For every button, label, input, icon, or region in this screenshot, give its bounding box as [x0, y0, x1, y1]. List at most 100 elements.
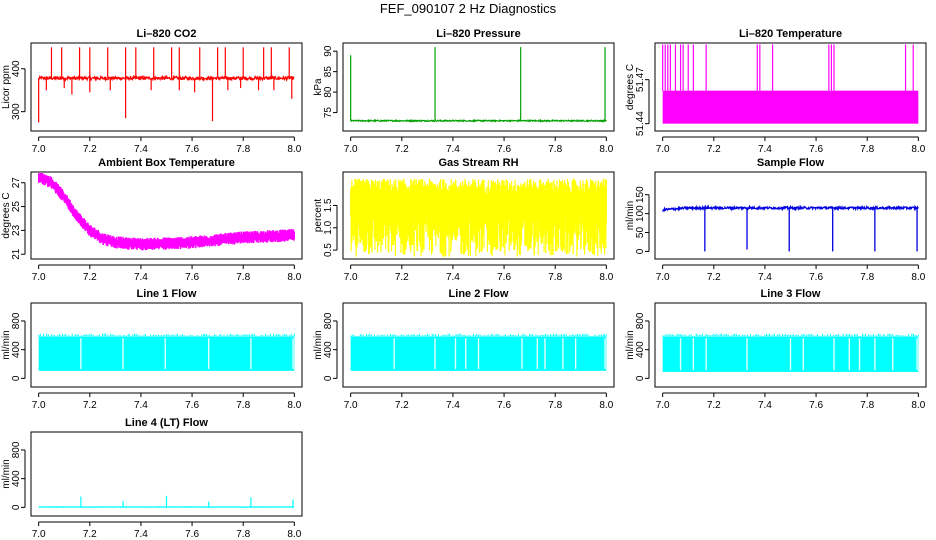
x-tick-label: 7.6	[185, 272, 199, 283]
series-jitter	[38, 333, 295, 337]
y-tick-label: 27	[11, 177, 22, 189]
y-tick-label: 90	[323, 45, 334, 57]
y-tick-label: 400	[11, 470, 22, 487]
plot-frame	[654, 42, 927, 132]
y-tick-label: 25	[11, 201, 22, 213]
plot-frame	[342, 42, 615, 132]
chart-title: Line 4 (LT) Flow	[125, 417, 208, 429]
x-tick-label: 7.4	[446, 400, 460, 411]
y-tick-label: 800	[11, 441, 22, 458]
x-tick-label: 7.4	[134, 144, 148, 155]
chart-title: Li–820 CO2	[137, 28, 197, 40]
page-title: FEF_090107 2 Hz Diagnostics	[379, 1, 557, 16]
y-tick-label: 0	[323, 375, 334, 381]
y-tick-label: 85	[323, 66, 334, 78]
y-axis-label: ml/min	[625, 201, 636, 230]
x-tick-label: 7.0	[32, 272, 46, 283]
chart-title: Line 1 Flow	[137, 288, 197, 300]
x-tick-label: 7.8	[236, 144, 250, 155]
x-tick-label: 7.2	[395, 272, 409, 283]
y-tick-label: 800	[635, 312, 646, 329]
x-tick-label: 7.8	[548, 400, 562, 411]
y-tick-label: 1.5	[323, 198, 334, 212]
x-tick-label: 7.4	[758, 272, 772, 283]
x-tick-label: 7.4	[446, 144, 460, 155]
x-tick-label: 7.4	[758, 144, 772, 155]
y-tick-label: 0	[11, 504, 22, 510]
y-tick-label: 1.0	[323, 220, 334, 234]
x-tick-label: 7.2	[707, 400, 721, 411]
x-tick-label: 7.8	[860, 400, 874, 411]
y-tick-label: 0.5	[323, 243, 334, 257]
x-tick-label: 8.0	[287, 400, 301, 411]
x-tick-label: 8.0	[911, 400, 925, 411]
y-tick-label: 400	[323, 341, 334, 358]
x-tick-label: 7.4	[134, 272, 148, 283]
chart-title: Ambient Box Temperature	[98, 157, 235, 169]
y-tick-label: 51.47	[635, 67, 646, 92]
x-tick-label: 7.6	[185, 529, 199, 540]
chart-line1: Line 1 Flow ml/min 7.0 7.2 7.4 7.6 7.8 8.0 0 400 8…	[1, 288, 303, 411]
y-axis-label: percent	[313, 199, 324, 233]
y-tick-label: 51.44	[635, 111, 646, 136]
y-axis-label: kPa	[313, 78, 324, 96]
x-tick-label: 7.6	[809, 272, 823, 283]
x-tick-label: 7.6	[497, 400, 511, 411]
series-group	[38, 333, 295, 371]
chart-co2: Li–820 CO2 Licor ppm 7.0 7.2 7.4 7.6 7.8 8.0 300…	[1, 28, 303, 155]
chart-line4: Line 4 (LT) Flow ml/min 7.0 7.2 7.4 7.6 7.8 8.0…	[1, 417, 303, 540]
x-tick-label: 7.0	[344, 272, 358, 283]
x-tick-label: 7.8	[548, 144, 562, 155]
chart-line3: Line 3 Flow ml/min 7.0 7.2 7.4 7.6 7.8 8.0 0 400 8…	[625, 288, 927, 411]
plot-frame	[654, 171, 927, 260]
x-tick-label: 7.8	[860, 272, 874, 283]
x-tick-label: 7.0	[656, 400, 670, 411]
x-tick-label: 7.2	[83, 400, 97, 411]
x-tick-label: 8.0	[599, 400, 613, 411]
plot-frame	[30, 302, 303, 388]
series-group	[350, 47, 607, 123]
series-band	[662, 90, 919, 124]
y-axis-label: degrees C	[1, 192, 12, 238]
x-tick-label: 8.0	[287, 144, 301, 155]
y-axis-label: Licor ppm	[1, 65, 12, 109]
chart-rh: Gas Stream RH percent 7.0 7.2 7.4 7.6 7.8 8.0 0.…	[313, 157, 615, 283]
x-tick-label: 7.2	[707, 272, 721, 283]
x-tick-label: 7.2	[395, 144, 409, 155]
chart-pressure: Li–820 Pressure kPa 7.0 7.2 7.4 7.6 7.8 8.0 75 80…	[313, 28, 615, 155]
series-group	[350, 333, 607, 371]
x-tick-label: 7.0	[32, 529, 46, 540]
y-tick-label: 80	[323, 86, 334, 98]
y-tick-label: 21	[11, 248, 22, 260]
y-tick-label: 400	[635, 341, 646, 358]
series-jitter	[662, 333, 919, 337]
series-group	[38, 47, 295, 123]
y-tick-label: 50	[635, 227, 646, 239]
x-tick-label: 7.8	[236, 272, 250, 283]
chart-title: Line 3 Flow	[761, 288, 821, 300]
y-axis-label: degrees C	[625, 64, 636, 110]
chart-line2: Line 2 Flow ml/min 7.0 7.2 7.4 7.6 7.8 8.0 0 400 8…	[313, 288, 615, 411]
x-tick-label: 7.8	[236, 400, 250, 411]
y-tick-label: 800	[323, 312, 334, 329]
plot-frame	[30, 171, 303, 260]
x-tick-label: 7.6	[185, 400, 199, 411]
x-tick-label: 7.0	[32, 400, 46, 411]
chart-ambient: Ambient Box Temperature degrees C 7.0 7.2 7.…	[1, 157, 303, 283]
x-tick-label: 7.8	[548, 272, 562, 283]
x-tick-label: 8.0	[599, 144, 613, 155]
series-group	[38, 173, 295, 251]
series-group	[38, 495, 295, 509]
chart-title: Li–820 Temperature	[739, 28, 842, 40]
series-group	[662, 44, 919, 124]
x-tick-label: 8.0	[599, 272, 613, 283]
plot-frame	[342, 302, 615, 388]
y-tick-label: 23	[11, 224, 22, 236]
y-axis-label: ml/min	[1, 459, 12, 488]
y-tick-label: 75	[323, 107, 334, 119]
x-tick-label: 7.4	[134, 529, 148, 540]
x-tick-label: 7.4	[134, 400, 148, 411]
x-tick-label: 7.2	[707, 144, 721, 155]
x-tick-label: 7.2	[83, 272, 97, 283]
